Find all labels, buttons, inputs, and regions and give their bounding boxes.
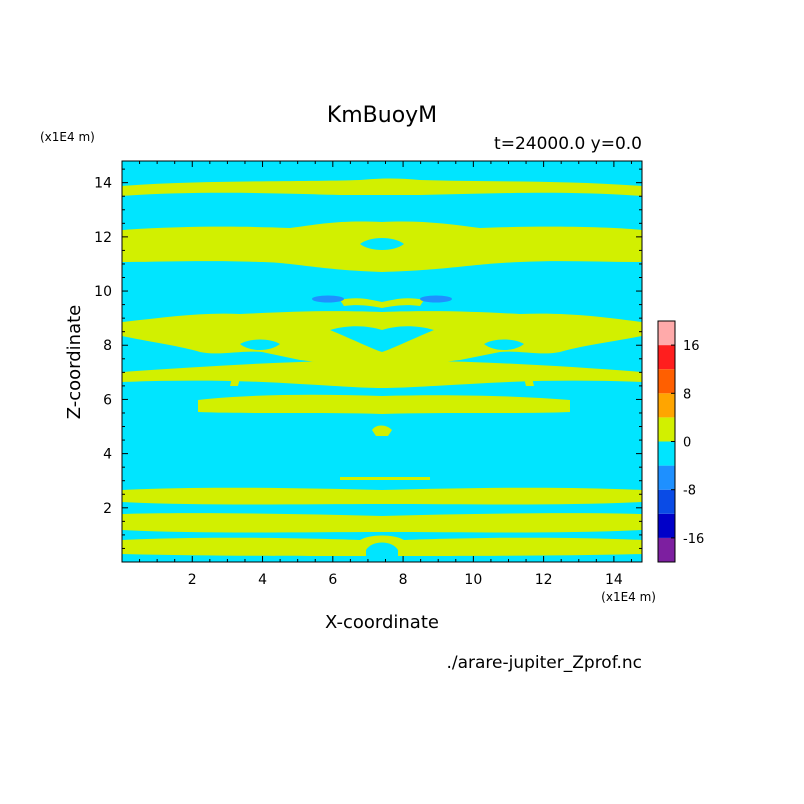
x-axis-label: X-coordinate — [325, 612, 439, 633]
x-tick-label: 8 — [399, 572, 408, 588]
positive-band-7 — [340, 477, 430, 480]
colorbar-swatch — [658, 345, 675, 370]
colorbar-tick-label: 16 — [683, 339, 700, 354]
colorbar-swatch — [658, 441, 675, 466]
colorbar-tick-label: 0 — [683, 436, 691, 451]
x-tick-label: 12 — [535, 572, 553, 588]
positive-band-6 — [372, 425, 392, 436]
y-tick-label: 6 — [103, 392, 112, 408]
y-unit-label: (x1E4 m) — [40, 130, 95, 144]
positive-band-8 — [122, 487, 642, 505]
colorbar-swatch — [658, 393, 675, 418]
positive-band-1 — [122, 178, 642, 196]
x-tick-label: 2 — [188, 572, 197, 588]
positive-band-9 — [122, 513, 642, 533]
positive-band-4 — [122, 361, 642, 388]
positive-band-5 — [198, 394, 570, 414]
chart-subtitle: t=24000.0 y=0.0 — [494, 134, 642, 154]
contour-bands — [122, 178, 642, 562]
y-tick-label: 8 — [103, 338, 112, 354]
background-hole-1 — [360, 238, 404, 250]
x-tick-label: 14 — [605, 572, 623, 588]
y-tick-label: 4 — [103, 447, 112, 463]
colorbar-swatch — [658, 465, 675, 490]
x-tick-label: 4 — [258, 572, 267, 588]
colorbar-tick-label: -16 — [683, 532, 704, 547]
colorbar-tick-label: -8 — [683, 484, 696, 499]
y-tick-label: 12 — [94, 230, 112, 246]
colorbar-tick-label: 8 — [683, 387, 691, 402]
x-tick-label: 6 — [328, 572, 337, 588]
colorbar-swatch — [658, 369, 675, 394]
plot-area — [122, 161, 642, 562]
positive-band-12 — [230, 378, 240, 386]
negative-lens-right — [420, 295, 452, 303]
source-file-label: ./arare-jupiter_Zprof.nc — [446, 653, 642, 673]
background-hole-2 — [330, 326, 434, 352]
background-hole-3 — [366, 542, 398, 562]
x-tick-label: 10 — [464, 572, 482, 588]
plot-frame — [121, 160, 643, 563]
x-unit-label: (x1E4 m) — [601, 590, 656, 604]
axis-ticks: 2 4 6 8 10 12 14 2 4 6 8 10 12 14 — [94, 161, 642, 588]
y-tick-label: 2 — [103, 501, 112, 517]
chart-title: KmBuoyM — [327, 103, 437, 128]
positive-band-11 — [340, 298, 424, 308]
colorbar: 16 8 0 -8 -16 — [657, 320, 704, 563]
positive-band-13 — [524, 378, 534, 386]
colorbar-swatch — [658, 513, 675, 538]
colorbar-swatch — [658, 489, 675, 514]
negative-lens-left — [312, 295, 344, 303]
colorbar-swatch — [658, 417, 675, 442]
colorbar-swatch — [658, 321, 675, 346]
background-hole-4 — [240, 339, 280, 350]
y-tick-label: 10 — [94, 284, 112, 300]
background-hole-5 — [484, 339, 524, 350]
y-axis-label: Z-coordinate — [64, 305, 85, 420]
colorbar-swatch — [658, 537, 675, 562]
y-tick-label: 14 — [94, 176, 112, 192]
